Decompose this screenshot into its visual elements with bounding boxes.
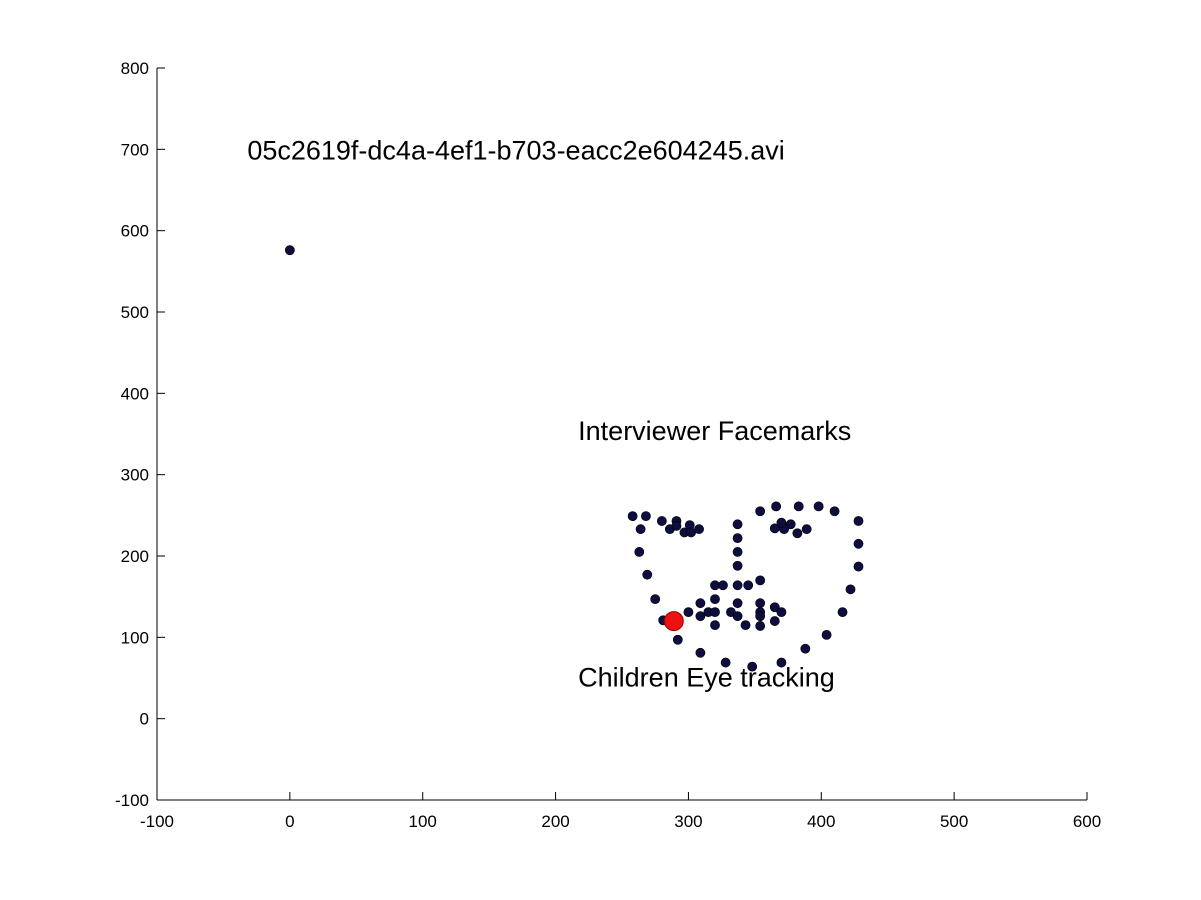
x-tick-label: -100: [140, 812, 174, 831]
y-tick-label: 400: [121, 384, 149, 403]
facemark-point: [718, 580, 728, 591]
facemark-point: [641, 511, 651, 522]
y-tick-label: 700: [121, 140, 149, 159]
facemark-point: [771, 501, 782, 512]
x-tick-label: 300: [674, 812, 702, 831]
annotation-text: 05c2619f-dc4a-4ef1-b703-eacc2e604245.avi: [247, 135, 784, 165]
x-tick-label: 400: [807, 812, 835, 831]
y-tick-label: 0: [140, 710, 149, 729]
facemark-point: [769, 602, 780, 613]
annotation-text: Interviewer Facemarks: [578, 416, 851, 446]
facemark-point: [695, 598, 706, 609]
facemark-point: [785, 519, 796, 530]
x-tick-label: 600: [1073, 812, 1101, 831]
facemark-point: [793, 501, 804, 512]
eye-tracking-marker: [663, 611, 684, 632]
facemark-point: [710, 594, 720, 605]
facemark-point: [656, 516, 667, 526]
y-tick-label: 800: [121, 59, 149, 78]
facemark-point: [732, 560, 743, 571]
facemark-point: [740, 620, 751, 631]
facemark-point: [671, 521, 682, 531]
facemark-point: [845, 584, 856, 595]
axes: -100 0 100 200 300 400 500 600 -100 0 100 200 300 400…: [115, 59, 1101, 831]
facemark-point: [732, 580, 743, 591]
facemark-point: [695, 611, 706, 622]
facemark-point: [694, 524, 704, 535]
facemark-point: [642, 569, 653, 580]
x-tick-label: 100: [409, 812, 437, 831]
facemark-point: [627, 511, 638, 522]
facemark-point: [732, 598, 743, 609]
facemark-point: [747, 661, 758, 672]
facemark-point: [634, 547, 645, 557]
facemark-point: [732, 611, 743, 622]
x-tick-label: 500: [940, 812, 968, 831]
facemark-point: [732, 519, 743, 530]
facemark-point: [776, 607, 787, 618]
facemark-point: [743, 580, 754, 591]
facemark-point: [672, 634, 683, 645]
eye-point: [663, 611, 684, 632]
facemark-point: [710, 607, 720, 618]
facemark-point: [853, 538, 864, 549]
facemark-point: [710, 620, 720, 631]
facemark-point: [821, 629, 832, 640]
y-tick-label: 100: [121, 628, 149, 647]
facemark-point: [769, 523, 780, 534]
facemark-point: [837, 607, 848, 618]
facemark-point: [776, 657, 787, 668]
facemark-point: [853, 516, 864, 526]
y-tick-label: 600: [121, 222, 149, 241]
facemark-point: [732, 533, 743, 544]
facemark-point: [755, 598, 766, 609]
facemark-point: [755, 506, 766, 517]
facemark-point: [695, 647, 706, 658]
y-tick-label: 500: [121, 303, 149, 322]
facemark-point: [776, 517, 787, 528]
data-points: [284, 245, 864, 672]
facemark-point: [769, 616, 780, 626]
facemark-point: [800, 643, 811, 654]
y-tick-label: -100: [115, 791, 149, 810]
facemark-point: [755, 575, 766, 586]
facemark-point: [792, 528, 803, 539]
facemark-point: [635, 524, 646, 535]
facemark-point: [732, 547, 743, 557]
facemark-point: [755, 621, 766, 631]
facemark-point: [755, 611, 766, 622]
facemark-point: [829, 506, 840, 517]
y-tick-label: 200: [121, 547, 149, 566]
annotations: 05c2619f-dc4a-4ef1-b703-eacc2e604245.avi…: [247, 135, 851, 692]
y-tick-label: 300: [121, 466, 149, 485]
x-tick-label: 200: [541, 812, 569, 831]
facemark-point: [813, 501, 824, 512]
facemark-point: [801, 524, 812, 535]
facemark-point: [650, 594, 661, 605]
x-tick-label: 0: [285, 812, 294, 831]
facemark-point: [284, 245, 295, 256]
facemark-point: [720, 657, 731, 668]
facemark-point: [853, 561, 864, 572]
annotation-text: Children Eye tracking: [578, 662, 835, 692]
facemark-point: [683, 607, 694, 618]
